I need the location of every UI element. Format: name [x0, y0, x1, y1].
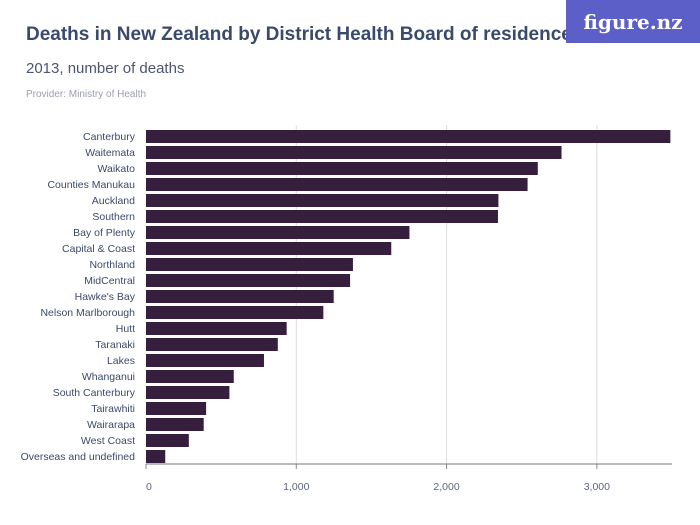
- bar: [146, 306, 324, 319]
- bar: [146, 386, 230, 399]
- category-label: Nelson Marlborough: [40, 307, 135, 319]
- bar: [146, 162, 538, 175]
- category-label: Waikato: [97, 163, 135, 175]
- category-label: West Coast: [81, 435, 135, 447]
- bar: [146, 402, 207, 415]
- bar: [146, 178, 528, 191]
- chart-subtitle: 2013, number of deaths: [26, 60, 185, 77]
- bar: [146, 226, 410, 239]
- category-label: MidCentral: [84, 275, 135, 287]
- category-label: South Canterbury: [53, 387, 136, 399]
- bar: [146, 130, 671, 143]
- page-title: Deaths in New Zealand by District Health…: [26, 24, 572, 45]
- bar: [146, 242, 392, 255]
- category-label: Taranaki: [95, 339, 135, 351]
- category-label: Bay of Plenty: [73, 227, 136, 239]
- x-tick-label: 3,000: [584, 481, 610, 493]
- bar: [146, 450, 166, 463]
- bar: [146, 290, 334, 303]
- bar: [146, 322, 287, 335]
- bar: [146, 354, 264, 367]
- category-label: Northland: [89, 259, 135, 271]
- bar: [146, 338, 278, 351]
- category-label: Auckland: [92, 195, 135, 207]
- bar: [146, 434, 189, 447]
- category-label: Wairarapa: [87, 419, 135, 431]
- bar: [146, 370, 234, 383]
- provider-text: Provider: Ministry of Health: [26, 89, 147, 100]
- category-label: Waitemata: [85, 147, 135, 159]
- category-label: Canterbury: [83, 131, 136, 143]
- category-label: Tairawhiti: [91, 403, 135, 415]
- bar: [146, 210, 498, 223]
- x-tick-label: 1,000: [283, 481, 309, 493]
- bar: [146, 146, 562, 159]
- bar: [146, 274, 351, 287]
- x-tick-label: 2,000: [433, 481, 459, 493]
- category-label: Hawke's Bay: [75, 291, 136, 303]
- bar: [146, 418, 204, 431]
- category-label: Capital & Coast: [62, 243, 135, 255]
- category-label: Lakes: [107, 355, 135, 367]
- category-label: Whanganui: [82, 371, 135, 383]
- category-label: Counties Manukau: [47, 179, 135, 191]
- x-tick-label: 0: [146, 481, 152, 493]
- category-label: Overseas and undefined: [21, 451, 136, 463]
- category-label: Southern: [92, 211, 135, 223]
- category-label: Hutt: [116, 323, 135, 335]
- bar: [146, 194, 499, 207]
- bar: [146, 258, 353, 271]
- figure-nz-logo[interactable]: figure.nz: [566, 0, 700, 43]
